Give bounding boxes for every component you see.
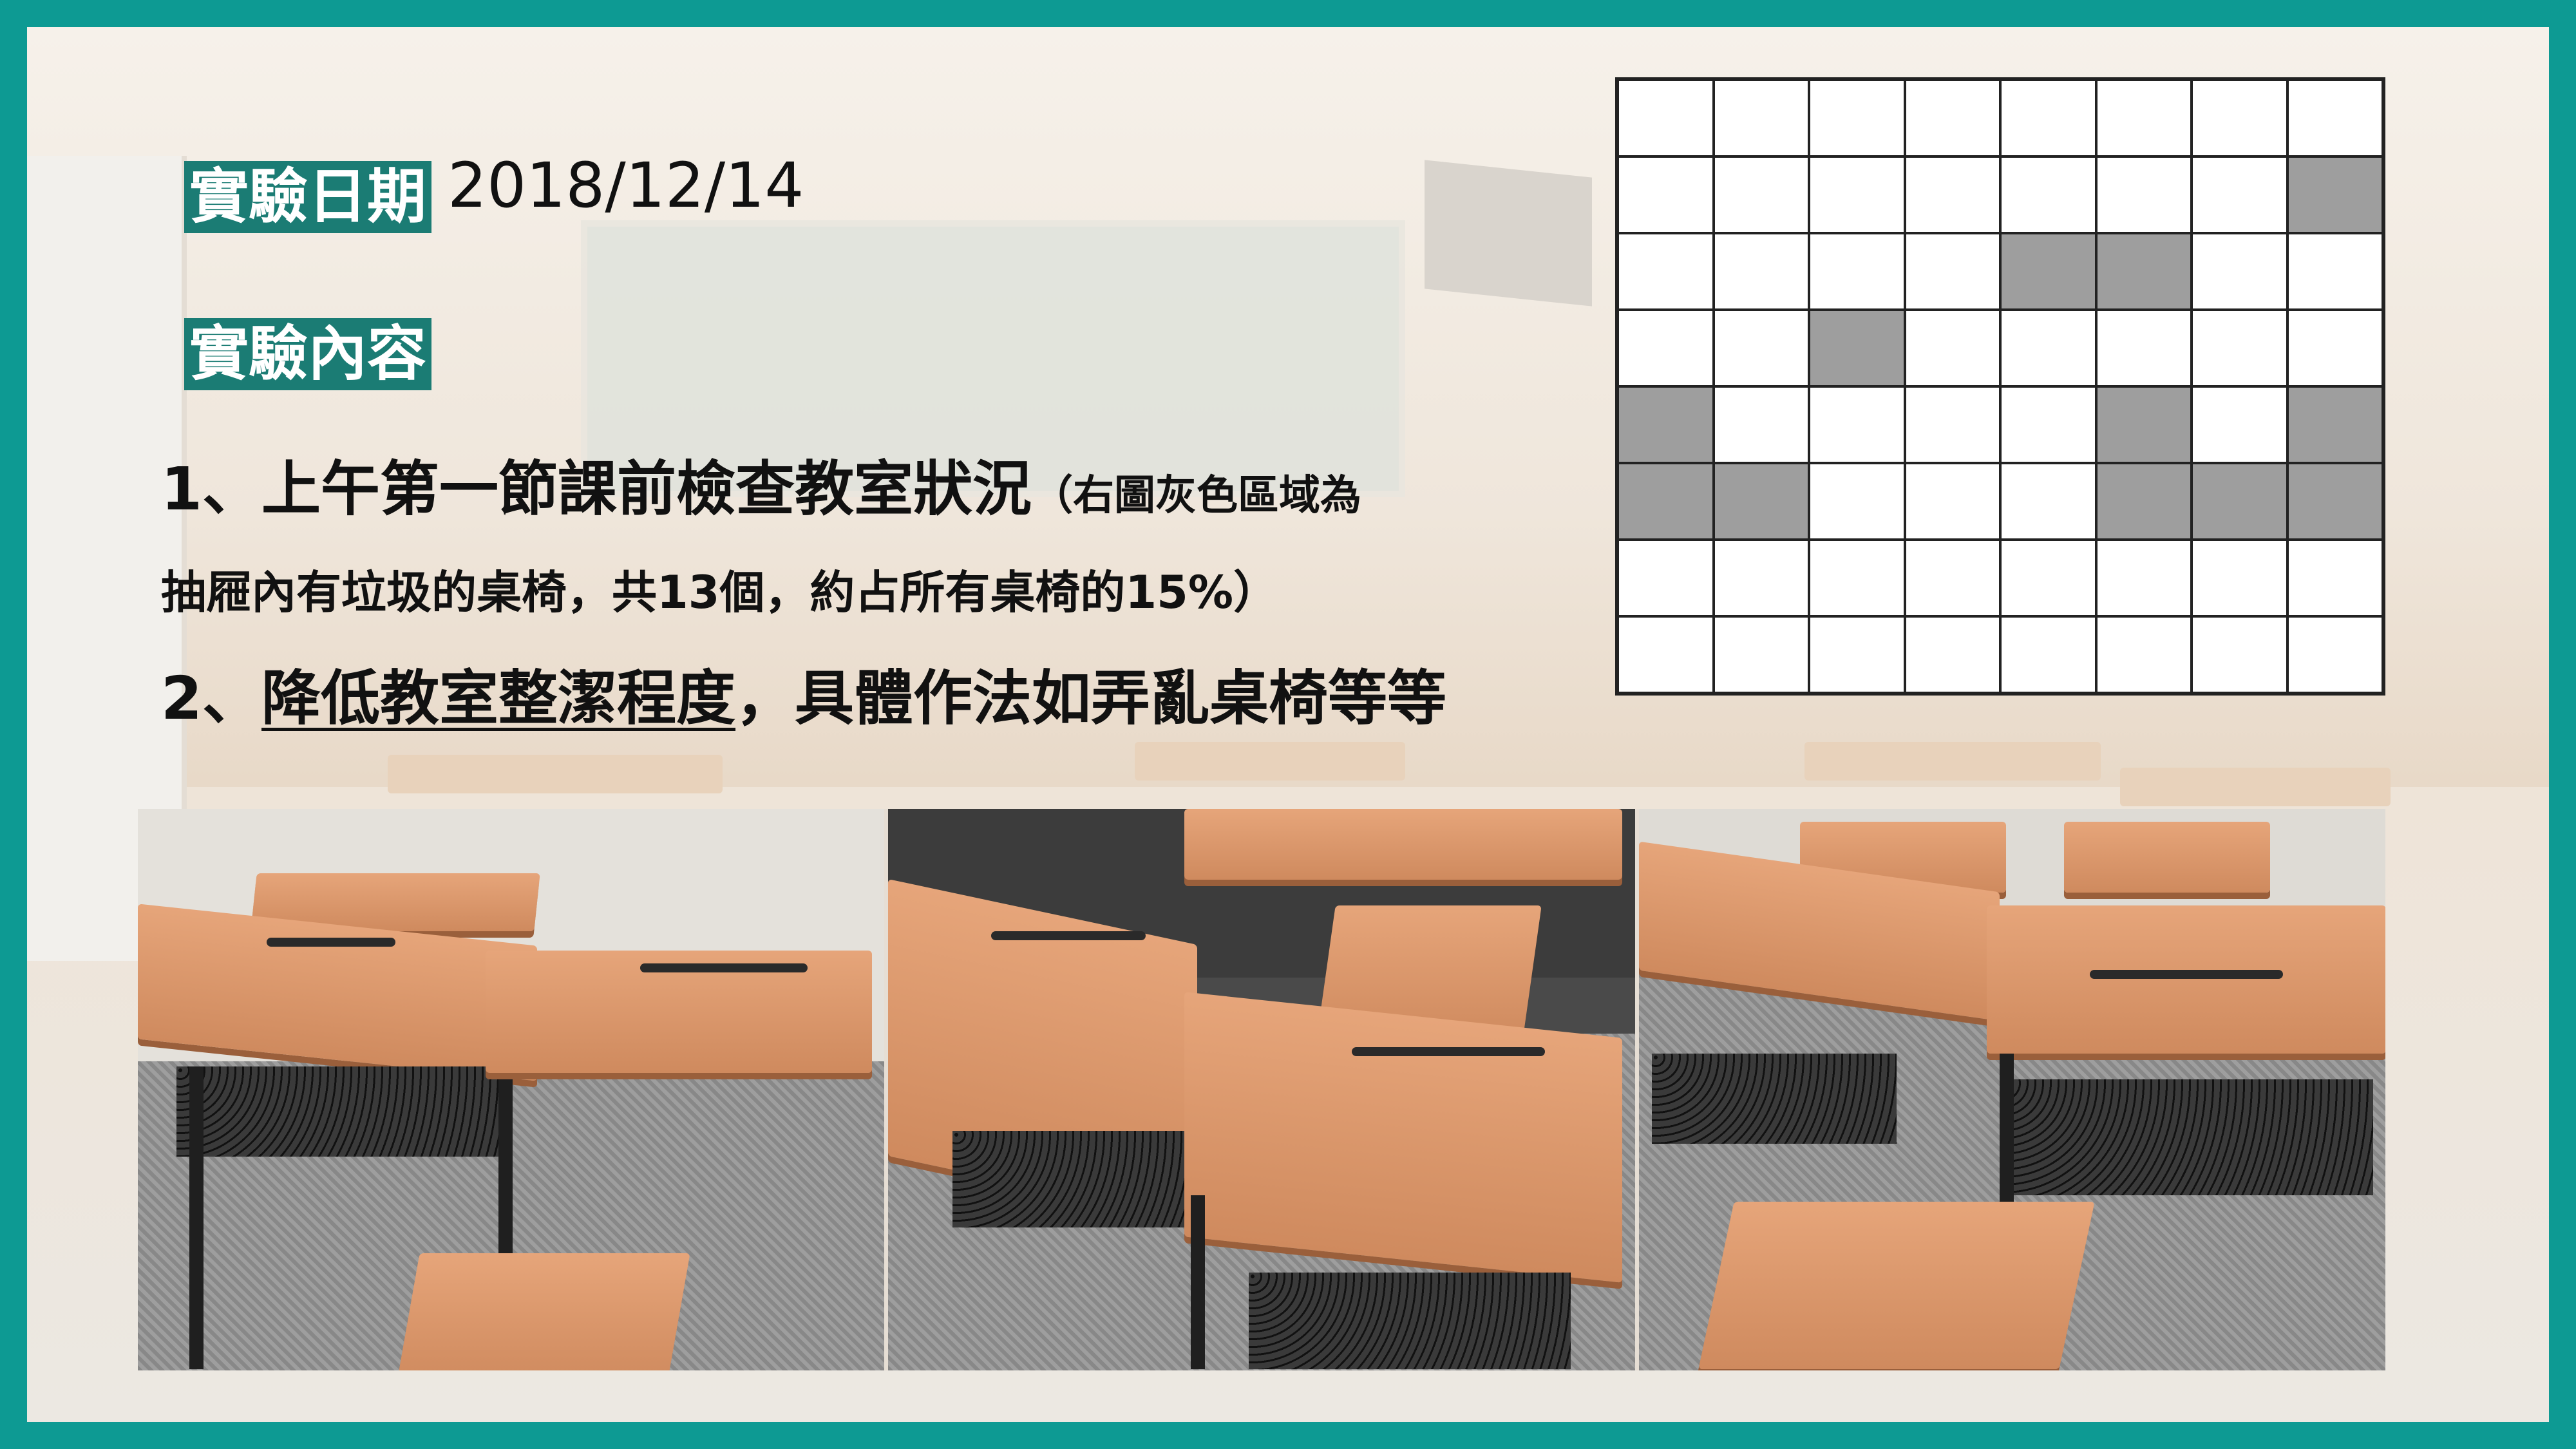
background-desk: [1804, 742, 2101, 781]
grid-cell: [1904, 616, 2000, 693]
grid-cell: [2000, 80, 2096, 156]
grid-cell: [1809, 386, 1905, 463]
grid-cell: [2192, 80, 2287, 156]
item-2-prefix: 2、: [161, 664, 262, 733]
grid-cell: [2096, 463, 2192, 540]
grid-cell: [2192, 463, 2287, 540]
grid-cell: [1713, 310, 1809, 386]
item-1-paren: （右圖灰色區域為: [1032, 472, 1362, 520]
grid-cell: [1809, 540, 1905, 616]
grid-cell: [2287, 540, 2383, 616]
grid-cell: [2287, 616, 2383, 693]
grid-cell: [2096, 386, 2192, 463]
grid-cell: [2287, 310, 2383, 386]
photo-desks-1: [138, 809, 885, 1370]
grid-cell: [2192, 233, 2287, 310]
grid-cell: [1618, 233, 1714, 310]
grid-cell: [2192, 156, 2287, 233]
grid-cell: [2096, 233, 2192, 310]
grid-cell: [2000, 156, 2096, 233]
grid-cell: [2000, 616, 2096, 693]
grid-cell: [1904, 386, 2000, 463]
item-2: 2、降低教室整潔程度，具體作法如弄亂桌椅等等: [161, 657, 1446, 741]
grid-cell: [1904, 80, 2000, 156]
grid-cell: [1713, 386, 1809, 463]
background-desk: [1135, 742, 1405, 781]
grid-cell: [1713, 156, 1809, 233]
background-desk: [2120, 768, 2391, 806]
grid-cell: [1904, 310, 2000, 386]
grid-cell: [2192, 310, 2287, 386]
grid-cell: [1713, 616, 1809, 693]
item-1: 1、上午第一節課前檢查教室狀況（右圖灰色區域為: [161, 451, 1361, 535]
grid-cell: [1809, 616, 1905, 693]
grid-cell: [1904, 233, 2000, 310]
grid-cell: [1713, 463, 1809, 540]
grid-cell: [1809, 310, 1905, 386]
grid-cell: [2287, 386, 2383, 463]
grid-cell: [2192, 386, 2287, 463]
grid-cell: [2287, 156, 2383, 233]
grid-cell: [1618, 616, 1714, 693]
grid-cell: [1809, 80, 1905, 156]
grid-cell: [2000, 310, 2096, 386]
content-label-badge: 實驗內容: [184, 318, 432, 390]
background-desk: [388, 755, 723, 793]
photo-desks-2: [884, 809, 1635, 1370]
experiment-date: 2018/12/14: [448, 149, 804, 222]
grid-cell: [1618, 80, 1714, 156]
grid-cell: [2000, 540, 2096, 616]
photo-strip: [138, 809, 2385, 1370]
photo-desks-3: [1634, 809, 2385, 1370]
grid-cell: [2000, 463, 2096, 540]
grid-cell: [2287, 80, 2383, 156]
grid-cell: [2192, 616, 2287, 693]
grid-cell: [2096, 540, 2192, 616]
grid-cell: [1618, 540, 1714, 616]
item-1-continued: 抽屜內有垃圾的桌椅，共13個，約占所有桌椅的15%）: [161, 566, 1278, 619]
grid-cell: [1713, 233, 1809, 310]
grid-cell: [2000, 233, 2096, 310]
grid-cell: [1904, 156, 2000, 233]
background-blackboard: [581, 220, 1405, 497]
grid-cell: [2096, 616, 2192, 693]
grid-cell: [1618, 310, 1714, 386]
grid-cell: [1904, 463, 2000, 540]
item-1-main: 1、上午第一節課前檢查教室狀況: [161, 455, 1032, 524]
grid-cell: [2096, 156, 2192, 233]
grid-cell: [2287, 463, 2383, 540]
grid-cell: [1904, 540, 2000, 616]
grid-cell: [1618, 156, 1714, 233]
grid-cell: [1618, 386, 1714, 463]
item-2-underlined: 降低教室整潔程度: [261, 664, 736, 733]
grid-cell: [1809, 156, 1905, 233]
grid-cell: [2096, 310, 2192, 386]
grid-cell: [1618, 463, 1714, 540]
grid-cell: [2192, 540, 2287, 616]
grid-cell: [1713, 80, 1809, 156]
grid-cell: [2000, 386, 2096, 463]
grid-cell: [2096, 80, 2192, 156]
item-2-rest: ，具體作法如弄亂桌椅等等: [735, 664, 1447, 733]
grid-cell: [2287, 233, 2383, 310]
grid-cell: [1809, 233, 1905, 310]
date-label-badge: 實驗日期: [184, 161, 432, 233]
grid-cell: [1713, 540, 1809, 616]
seat-grid: [1615, 77, 2385, 696]
grid-cell: [1809, 463, 1905, 540]
background-tv: [1425, 160, 1592, 307]
